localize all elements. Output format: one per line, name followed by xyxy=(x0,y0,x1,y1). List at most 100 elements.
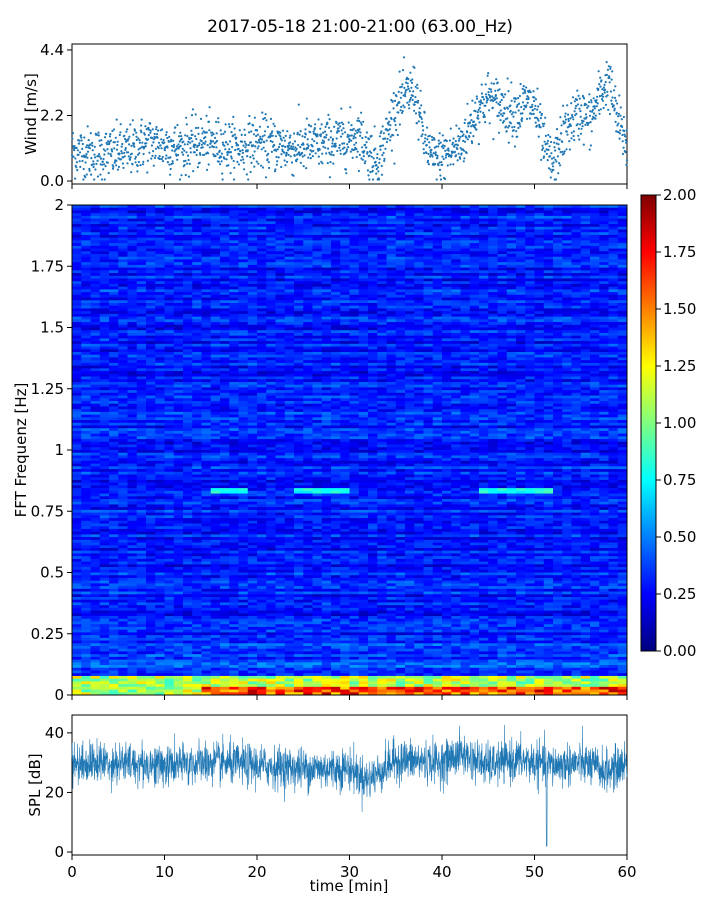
spectrogram-cell xyxy=(321,324,332,328)
spectrogram-cell xyxy=(99,254,110,258)
wind-point xyxy=(336,149,339,153)
spectrogram-cell xyxy=(275,226,286,230)
spectrogram-cell xyxy=(81,210,91,214)
spectrogram-cell xyxy=(192,289,202,293)
spectrogram-cell xyxy=(469,335,480,339)
spectrogram-cell xyxy=(340,316,350,320)
wind-point xyxy=(400,105,403,109)
wind-point xyxy=(549,168,552,171)
spectrogram-cell xyxy=(146,248,156,252)
spectrogram-cell xyxy=(266,264,276,269)
spectrogram-cell xyxy=(562,221,572,225)
wind-point xyxy=(417,120,420,123)
wind-point xyxy=(553,146,556,149)
spectrogram-cell xyxy=(562,311,572,315)
wind-point xyxy=(625,159,629,162)
spectrogram-cell xyxy=(553,237,563,241)
spectrogram-cell xyxy=(247,264,258,269)
spectrogram-cell xyxy=(275,267,286,271)
wind-point xyxy=(295,160,298,163)
spectrogram-cell xyxy=(553,259,563,263)
wind-point xyxy=(401,69,405,72)
spectrogram-cell xyxy=(229,229,239,233)
spectrogram-cell xyxy=(516,259,526,263)
wind-y-axis-label: Wind [m/s] xyxy=(22,73,40,155)
spectrogram-cell xyxy=(173,210,184,214)
spectrogram-cell xyxy=(553,273,563,277)
spectrogram-cell xyxy=(164,341,175,345)
spectrogram-cell xyxy=(423,316,434,320)
spectrogram-cell xyxy=(562,259,572,263)
spectrogram-cell xyxy=(247,341,258,345)
spectrogram-cell xyxy=(99,221,110,225)
spectrogram-cell xyxy=(247,278,258,282)
spectrogram-cell xyxy=(294,324,304,328)
spectrogram-cell xyxy=(136,330,147,334)
wind-point xyxy=(513,145,517,148)
spectrogram-cell xyxy=(210,292,221,296)
wind-point xyxy=(84,176,87,179)
wind-point xyxy=(595,99,598,102)
wind-point xyxy=(75,161,78,164)
spectrogram-cell xyxy=(553,240,563,244)
spectrogram-cell xyxy=(136,319,147,323)
spectrogram-cell xyxy=(617,294,628,298)
wind-point xyxy=(171,162,174,165)
spectrogram-cell xyxy=(497,332,508,337)
wind-point xyxy=(214,155,217,158)
wind-point xyxy=(452,163,455,166)
wind-point xyxy=(376,156,379,159)
spectrogram-cell xyxy=(562,322,572,326)
spectrogram-cell xyxy=(534,240,545,244)
spectrogram-cell xyxy=(442,213,452,217)
spectrogram-cell xyxy=(590,300,600,304)
spectrogram-cell xyxy=(599,207,609,211)
spectrogram-cell xyxy=(275,248,286,252)
wind-point xyxy=(136,164,139,167)
spectrogram-cell xyxy=(90,267,101,271)
spectrogram-cell xyxy=(617,283,628,288)
spectrogram-cell xyxy=(543,303,554,307)
spectrogram-cell xyxy=(220,218,230,222)
spectrogram-cell xyxy=(81,232,91,236)
wind-point xyxy=(390,149,393,152)
spectrogram-cell xyxy=(99,207,110,211)
wind-point xyxy=(476,97,479,100)
spectrogram-cell xyxy=(479,237,489,241)
spectrogram-cell xyxy=(109,278,119,282)
spectrogram-cell xyxy=(72,262,82,266)
spectrogram-cell xyxy=(516,286,526,290)
spectrogram-cell xyxy=(284,292,295,296)
spectrogram-cell xyxy=(173,319,184,323)
spectrogram-cell xyxy=(340,322,350,326)
spectrogram-cell xyxy=(275,330,286,334)
spectrogram-cell xyxy=(534,327,545,331)
spectrogram-cell xyxy=(553,292,563,296)
wind-point xyxy=(514,97,518,100)
wind-point xyxy=(154,147,157,150)
wind-point xyxy=(334,142,337,145)
spectrogram-cell xyxy=(432,332,443,337)
spectrogram-cell xyxy=(608,215,619,220)
spectrogram-cell xyxy=(266,210,276,214)
spectrogram-cell xyxy=(146,322,156,326)
spectrogram-cell xyxy=(386,319,397,323)
spectrogram-cell xyxy=(72,292,82,296)
spectrogram-cell xyxy=(525,308,535,312)
spectrogram-cell xyxy=(414,251,424,255)
wind-point xyxy=(311,138,314,141)
wind-point xyxy=(427,152,430,156)
spectrogram-cell xyxy=(469,300,480,304)
spectrogram-cell xyxy=(164,322,175,326)
wind-point xyxy=(452,137,455,140)
spectrogram-cell xyxy=(127,289,138,293)
spectrogram-cell xyxy=(395,308,406,312)
wind-point xyxy=(377,170,380,173)
spectrogram-cell xyxy=(247,210,258,214)
wind-point xyxy=(338,144,341,147)
spectrogram-cell xyxy=(340,237,350,241)
spectrogram-cell xyxy=(386,275,397,279)
wind-point xyxy=(381,154,384,157)
spectrogram-cell xyxy=(192,251,202,255)
spectrogram-cell xyxy=(580,226,591,230)
